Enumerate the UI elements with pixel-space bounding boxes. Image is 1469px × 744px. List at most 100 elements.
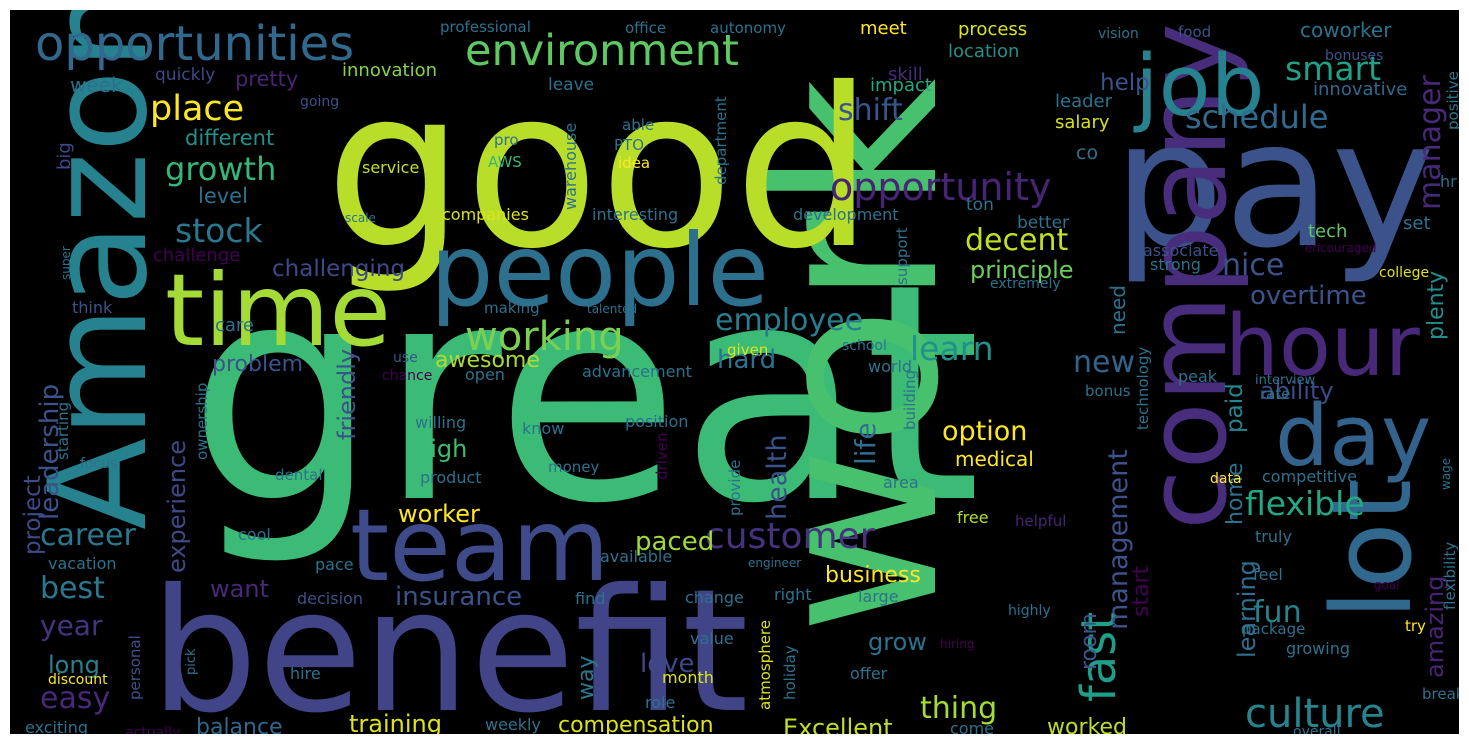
cloud-word-given: given xyxy=(727,341,768,359)
cloud-word-stock: stock xyxy=(175,211,263,250)
cloud-word-area: area xyxy=(883,473,919,492)
cloud-word-opportunities: opportunities xyxy=(35,16,354,72)
cloud-word-pto: PTO xyxy=(614,136,644,154)
cloud-word-tech: tech xyxy=(1308,221,1347,242)
cloud-word-impact: impact xyxy=(870,75,932,96)
cloud-word-awesome: awesome xyxy=(435,348,540,373)
cloud-word-care: care xyxy=(215,315,254,336)
cloud-word-able: able xyxy=(622,116,654,134)
cloud-word-driven: driven xyxy=(653,433,671,480)
cloud-word-position: position xyxy=(625,412,688,431)
cloud-word-extremely: extremely xyxy=(990,276,1061,292)
cloud-word-hire: hire xyxy=(290,664,321,683)
cloud-word-skill: skill xyxy=(888,64,923,85)
cloud-word-growth: growth xyxy=(165,150,276,188)
cloud-word-pay: pay xyxy=(1113,84,1435,287)
cloud-word-principle: principle xyxy=(970,256,1074,284)
cloud-word-manager: manager xyxy=(1413,74,1448,210)
cloud-word-know: know xyxy=(522,419,564,438)
cloud-word-warehouse: warehouse xyxy=(561,123,580,210)
cloud-word-coworker: coworker xyxy=(1300,18,1392,42)
cloud-word-insurance: insurance xyxy=(395,582,522,612)
cloud-word-development: development xyxy=(793,205,899,224)
cloud-word-balance: balance xyxy=(196,715,283,734)
cloud-word-package: package xyxy=(1242,620,1305,638)
cloud-word-problem: problem xyxy=(212,352,303,377)
cloud-word-bonus: bonus xyxy=(1085,382,1131,400)
cloud-word-focus: focus xyxy=(80,456,117,472)
cloud-word-decent: decent xyxy=(965,223,1068,258)
cloud-word-right: right xyxy=(774,585,812,604)
cloud-word-learn: learn xyxy=(910,329,994,368)
cloud-word-medical: medical xyxy=(955,447,1034,471)
cloud-word-innovation: innovation xyxy=(342,60,437,81)
cloud-word-time: time xyxy=(165,252,391,369)
cloud-word-competitive: competitive xyxy=(1262,467,1357,486)
cloud-word-chance: chance xyxy=(382,368,432,384)
cloud-word-worked: worked xyxy=(1047,715,1127,734)
cloud-word-highly: highly xyxy=(1008,603,1051,619)
cloud-word-co: co xyxy=(1076,142,1098,164)
cloud-word-ownership: ownership xyxy=(193,383,211,460)
cloud-word-easy: easy xyxy=(40,681,110,716)
cloud-word-high: high xyxy=(415,435,467,463)
cloud-word-challenge: challenge xyxy=(153,245,240,266)
cloud-word-leader: leader xyxy=(1055,91,1113,112)
cloud-word-better: better xyxy=(1017,213,1069,233)
cloud-word-pro: pro xyxy=(494,131,519,149)
cloud-word-innovative: innovative xyxy=(1313,79,1407,100)
cloud-word-different: different xyxy=(185,126,274,150)
cloud-word-service: service xyxy=(362,158,419,177)
cloud-word-scale: scale xyxy=(345,211,376,225)
cloud-word-month: month xyxy=(662,668,714,687)
cloud-word-idea: idea xyxy=(618,154,650,172)
cloud-word-place: place xyxy=(150,89,244,129)
cloud-word-best: best xyxy=(40,571,105,606)
cloud-word-talented: talented xyxy=(587,302,637,316)
cloud-word-shift: shift xyxy=(838,93,903,128)
cloud-word-try: try xyxy=(1405,617,1426,635)
cloud-word-wage: wage xyxy=(1439,458,1453,490)
cloud-word-business: business xyxy=(825,563,921,588)
cloud-word-interview: interview xyxy=(1255,373,1316,388)
cloud-word-worker: worker xyxy=(398,500,480,528)
cloud-word-home: home xyxy=(1223,463,1248,525)
cloud-word-dental: dental xyxy=(275,466,323,484)
cloud-word-vacation: vacation xyxy=(48,554,117,573)
cloud-word-opportunity: opportunity xyxy=(830,165,1051,209)
cloud-word-level: level xyxy=(198,184,248,208)
cloud-word-good: good xyxy=(325,41,874,297)
cloud-word-love: love xyxy=(640,649,695,679)
cloud-word-pretty: pretty xyxy=(235,67,298,91)
cloud-word-help: help xyxy=(1100,70,1150,96)
cloud-word-day: day xyxy=(1275,387,1431,486)
cloud-word-atmosphere: atmosphere xyxy=(756,620,774,710)
cloud-word-exciting: exciting xyxy=(25,718,88,734)
cloud-word-support: support xyxy=(893,227,911,285)
cloud-word-interesting: interesting xyxy=(592,205,678,224)
cloud-word-peak: peak xyxy=(1178,367,1218,386)
cloud-word-plenty: plenty xyxy=(1424,271,1449,340)
cloud-word-hiring: hiring xyxy=(940,637,974,651)
cloud-word-engineer: engineer xyxy=(748,556,801,570)
cloud-word-change: change xyxy=(685,588,744,607)
cloud-word-schedule: schedule xyxy=(1185,98,1328,136)
cloud-word-compensation: compensation xyxy=(558,713,714,734)
cloud-word-company: company xyxy=(1123,23,1251,530)
cloud-word-employee: employee xyxy=(715,303,863,338)
cloud-word-experience: experience xyxy=(163,440,191,573)
cloud-word-year: year xyxy=(40,609,103,642)
cloud-word-associate: associate xyxy=(1143,241,1218,260)
cloud-word-way: way xyxy=(574,656,599,701)
cloud-word-overtime: overtime xyxy=(1250,281,1367,311)
cloud-word-free: free xyxy=(957,508,989,527)
cloud-word-helpful: helpful xyxy=(1015,512,1066,530)
cloud-word-department: department xyxy=(712,96,730,185)
cloud-word-actually: actually xyxy=(125,725,180,734)
cloud-word-job: job xyxy=(1133,37,1265,136)
cloud-word-friendly: friendly xyxy=(333,349,361,440)
cloud-word-fun: fun xyxy=(1253,595,1302,630)
cloud-word-project: project xyxy=(20,475,46,555)
cloud-word-people: people xyxy=(430,212,769,329)
